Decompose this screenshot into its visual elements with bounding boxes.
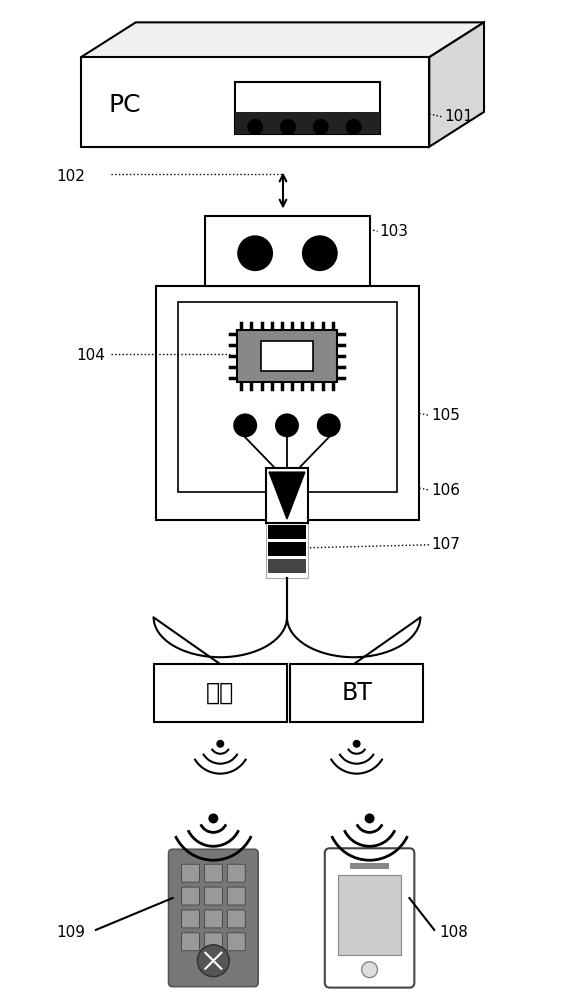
Bar [81,57,429,147]
FancyBboxPatch shape [168,849,258,987]
FancyBboxPatch shape [204,910,222,928]
Circle shape [302,235,338,271]
Circle shape [247,119,263,135]
Circle shape [313,119,329,135]
Text: 红外: 红外 [206,681,234,705]
Bar [268,559,306,573]
FancyBboxPatch shape [325,848,414,988]
Text: 103: 103 [379,224,409,239]
FancyBboxPatch shape [227,933,245,951]
Text: 101: 101 [444,109,473,124]
Text: 106: 106 [431,483,460,498]
Circle shape [280,119,296,135]
Bar [155,286,420,520]
FancyBboxPatch shape [204,933,222,951]
Circle shape [365,813,375,823]
Bar [237,330,337,382]
FancyBboxPatch shape [204,864,222,882]
Polygon shape [81,22,484,57]
FancyBboxPatch shape [227,887,245,905]
Bar [338,875,401,955]
Circle shape [362,962,378,978]
Circle shape [237,235,273,271]
Circle shape [208,813,218,823]
FancyBboxPatch shape [181,887,200,905]
Circle shape [353,740,361,748]
FancyBboxPatch shape [181,864,200,882]
Bar [266,468,308,523]
Bar [350,863,390,869]
Bar [235,112,379,134]
Circle shape [346,119,362,135]
FancyBboxPatch shape [181,910,200,928]
Bar [205,216,370,286]
Bar [261,341,313,371]
FancyBboxPatch shape [181,933,200,951]
Circle shape [233,413,257,437]
Circle shape [317,413,341,437]
Text: 102: 102 [56,169,85,184]
Text: 108: 108 [439,925,468,940]
Text: PC: PC [109,93,141,117]
Bar [235,82,379,134]
Bar [290,664,424,722]
Text: 107: 107 [431,537,460,552]
Text: 109: 109 [56,925,85,940]
Text: BT: BT [341,681,372,705]
Circle shape [217,740,225,748]
Circle shape [275,413,299,437]
Circle shape [197,945,229,977]
Bar [268,542,306,556]
Bar [266,523,308,578]
Text: 105: 105 [431,408,460,423]
Text: 104: 104 [76,348,105,363]
FancyBboxPatch shape [204,887,222,905]
Polygon shape [269,472,305,519]
Bar [268,525,306,539]
Polygon shape [429,22,484,147]
FancyBboxPatch shape [227,864,245,882]
Bar [154,664,287,722]
Bar [177,302,397,492]
FancyBboxPatch shape [227,910,245,928]
